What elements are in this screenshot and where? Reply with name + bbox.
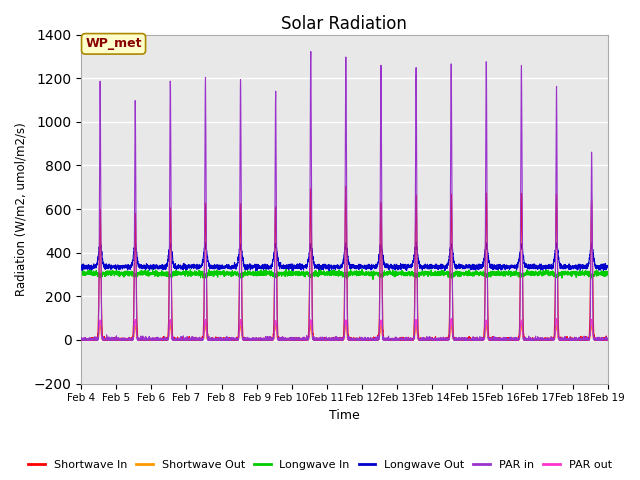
Legend: Shortwave In, Shortwave Out, Longwave In, Longwave Out, PAR in, PAR out: Shortwave In, Shortwave Out, Longwave In… (24, 456, 616, 474)
X-axis label: Time: Time (329, 409, 360, 422)
Title: Solar Radiation: Solar Radiation (282, 15, 407, 33)
Y-axis label: Radiation (W/m2, umol/m2/s): Radiation (W/m2, umol/m2/s) (15, 122, 28, 296)
Text: WP_met: WP_met (85, 37, 142, 50)
